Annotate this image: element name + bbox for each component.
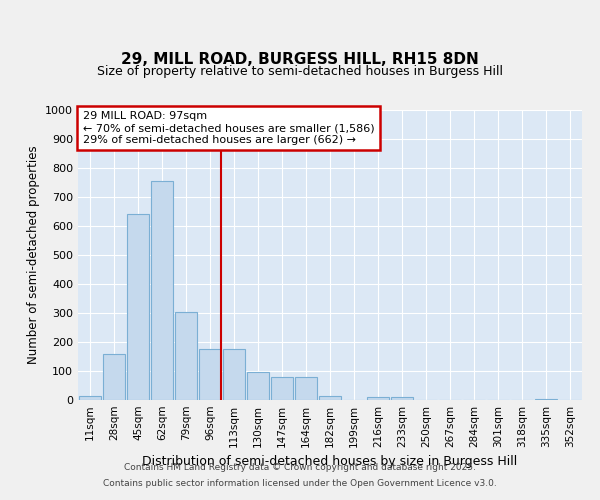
Y-axis label: Number of semi-detached properties: Number of semi-detached properties [26, 146, 40, 364]
Bar [175, 312, 197, 400]
Bar [295, 377, 317, 400]
Bar [271, 377, 293, 400]
Bar [367, 397, 389, 400]
Bar [79, 396, 101, 400]
Bar [391, 397, 413, 400]
Bar [535, 398, 557, 400]
Text: Size of property relative to semi-detached houses in Burgess Hill: Size of property relative to semi-detach… [97, 64, 503, 78]
Text: Contains HM Land Registry data © Crown copyright and database right 2025.: Contains HM Land Registry data © Crown c… [124, 464, 476, 472]
Bar [247, 372, 269, 400]
Text: Contains public sector information licensed under the Open Government Licence v3: Contains public sector information licen… [103, 478, 497, 488]
Text: 29, MILL ROAD, BURGESS HILL, RH15 8DN: 29, MILL ROAD, BURGESS HILL, RH15 8DN [121, 52, 479, 68]
Bar [199, 349, 221, 400]
Bar [319, 396, 341, 400]
Bar [223, 349, 245, 400]
Bar [151, 181, 173, 400]
Text: 29 MILL ROAD: 97sqm
← 70% of semi-detached houses are smaller (1,586)
29% of sem: 29 MILL ROAD: 97sqm ← 70% of semi-detach… [83, 112, 374, 144]
Bar [127, 214, 149, 400]
X-axis label: Distribution of semi-detached houses by size in Burgess Hill: Distribution of semi-detached houses by … [142, 456, 518, 468]
Bar [103, 354, 125, 400]
